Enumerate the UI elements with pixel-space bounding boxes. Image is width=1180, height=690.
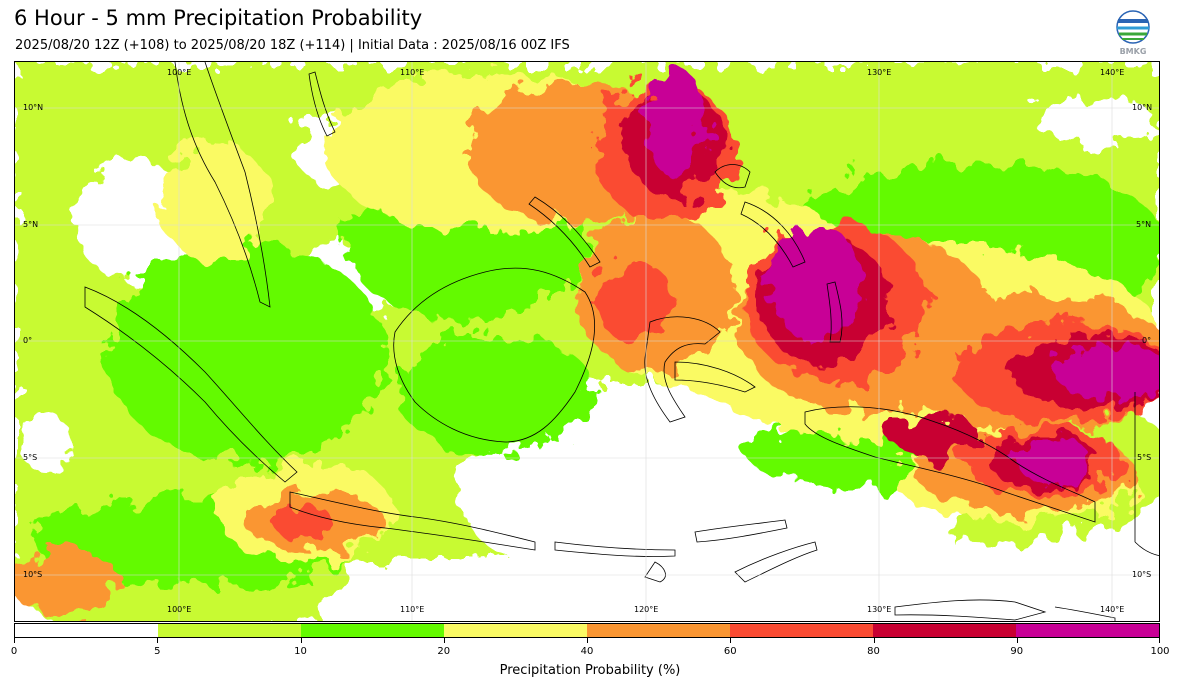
colorbar-segment	[15, 624, 158, 637]
bmkg-logo: BMKG	[1114, 10, 1152, 56]
lon-label-bottom: 130°E	[867, 605, 892, 614]
lon-label-bottom: 110°E	[400, 605, 425, 614]
lat-label-left: 5°S	[23, 453, 38, 462]
colorbar-tick	[157, 638, 159, 643]
colorbar-tick	[14, 638, 15, 643]
colorbar-tick	[1016, 638, 1018, 643]
chart-subtitle: 2025/08/20 12Z (+108) to 2025/08/20 18Z …	[15, 38, 570, 53]
lon-label-top: 110°E	[400, 68, 425, 77]
lon-label-top: 130°E	[867, 68, 892, 77]
colorbar-tick-label: 90	[1010, 646, 1024, 657]
colorbar-tick-label: 80	[867, 646, 880, 657]
lat-label-right: 5°S	[1137, 453, 1152, 462]
colorbar-tick-label: 60	[723, 646, 737, 657]
colorbar-segment	[444, 624, 587, 637]
colorbar-segment	[587, 624, 730, 637]
colorbar-tick	[300, 638, 302, 643]
colorbar-segment	[873, 624, 1016, 637]
colorbar-tick-label: 40	[580, 646, 594, 657]
precip-speckle	[20, 412, 615, 607]
colorbar-segment	[730, 624, 873, 637]
lon-label-bottom: 100°E	[167, 605, 192, 614]
colorbar-tick	[730, 638, 732, 643]
gridlines	[15, 62, 1159, 621]
precip-field	[15, 62, 1159, 621]
lat-label-left: 0°	[23, 336, 33, 345]
colorbar	[14, 623, 1160, 638]
colorbar-segment	[1016, 624, 1159, 637]
lat-label-left: 10°N	[23, 103, 44, 112]
lon-label-top: 100°E	[167, 68, 192, 77]
colorbar-tick	[873, 638, 875, 643]
lat-label-right: 0°	[1142, 336, 1152, 345]
lat-label-right: 10°N	[1132, 103, 1153, 112]
lat-label-left: 5°N	[23, 220, 39, 229]
colorbar-title: Precipitation Probability (%)	[499, 663, 681, 678]
colorbar-tick	[1159, 638, 1160, 643]
lat-label-left: 10°S	[23, 570, 43, 579]
colorbar-tick-label: 0	[10, 646, 18, 657]
logo-text: BMKG	[1120, 47, 1147, 56]
colorbar-tick-label: 20	[437, 646, 451, 657]
lat-label-right: 10°S	[1132, 570, 1152, 579]
lat-label-right: 5°N	[1136, 220, 1152, 229]
colorbar-tick	[587, 638, 588, 643]
colorbar-tick-label: 10	[294, 646, 307, 657]
colorbar-tick	[443, 638, 445, 643]
colorbar-segment	[158, 624, 301, 637]
colorbar-segment	[301, 624, 444, 637]
lon-label-bottom: 120°E	[634, 605, 659, 614]
map-layer	[15, 62, 1159, 621]
colorbar-tick-label: 5	[154, 646, 161, 657]
colorbar-tick-label: 100	[1150, 646, 1170, 657]
coastlines	[84, 62, 1159, 621]
lon-label-bottom: 140°E	[1100, 605, 1125, 614]
lon-label-top: 140°E	[1100, 68, 1125, 77]
precipitation-map: 100°E 110°E 130°E 140°E 100°E 110°E 120°…	[14, 61, 1160, 622]
chart-title: 6 Hour - 5 mm Precipitation Probability	[14, 6, 423, 30]
